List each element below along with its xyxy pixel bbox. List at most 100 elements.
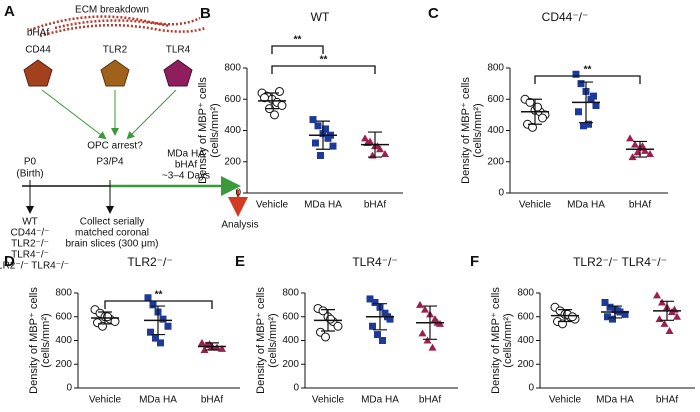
data-point	[609, 315, 616, 323]
error-bar	[373, 303, 387, 331]
y-tick-label: 200	[282, 359, 299, 370]
chart-panel: F TLR2⁻/⁻ TLR4⁻/⁻ Density of MBP⁺ cells (ce…	[470, 253, 695, 406]
error-bar	[321, 309, 335, 332]
significance-label: **	[584, 65, 592, 76]
panel-a: A ECM breakdown bHAf CD44 TLR2 TLR4 OPC …	[0, 3, 259, 272]
panel-letter: D	[4, 253, 15, 270]
y-tick-label: 0	[498, 188, 504, 199]
data-point	[366, 295, 374, 303]
receptor-label: CD44	[25, 45, 51, 56]
data-point	[655, 315, 664, 323]
duration: ~3–4 Days	[162, 171, 210, 182]
data-point	[428, 343, 437, 351]
treatment: bHAf	[175, 160, 197, 171]
error-bar	[579, 81, 593, 124]
data-point	[277, 101, 287, 110]
data-point	[157, 339, 164, 347]
x-tick-label: bHAf	[629, 200, 651, 211]
ecm-fragments	[29, 15, 206, 38]
arrow	[41, 89, 107, 140]
y-tick-label: 0	[528, 383, 534, 394]
chart-panel: B WT Density of MBP⁺ cells (cells/mm²) 0 200 4…	[197, 5, 403, 211]
treatment: MDa HA	[167, 149, 205, 160]
y-axis-label: Density of MBP⁺ cells	[460, 77, 472, 184]
y-tick-label: 200	[224, 156, 241, 167]
error-bar	[660, 300, 674, 321]
y-tick-label: 400	[282, 335, 299, 346]
genotype: WT	[22, 217, 38, 228]
chart-title: TLR4⁻/⁻	[352, 255, 397, 269]
genotype: TLR2⁻/⁻	[11, 239, 49, 250]
y-tick-label: 200	[55, 359, 72, 370]
panel-letter: A	[4, 3, 15, 20]
panel-letter: E	[235, 253, 245, 270]
y-tick-label: 600	[517, 311, 534, 322]
data-point	[525, 97, 535, 107]
data-point	[604, 313, 611, 321]
x-tick-label: MDa HA	[139, 395, 177, 406]
error-bar	[558, 309, 572, 323]
data-point	[198, 338, 206, 346]
y-tick-label: 800	[224, 63, 241, 74]
genotype: CD44⁻/⁻	[11, 228, 50, 239]
x-tick-label: Vehicle	[549, 395, 582, 406]
y-axis-label: (cells/mm²)	[502, 313, 514, 367]
data-point	[381, 149, 389, 157]
data-point	[329, 142, 337, 150]
significance-bracket	[271, 65, 376, 74]
y-tick-label: 600	[282, 311, 299, 322]
data-point	[322, 125, 329, 133]
data-point	[592, 102, 600, 109]
timepoint-note: (Birth)	[16, 169, 43, 180]
data-point	[371, 299, 379, 306]
y-tick-label: 800	[517, 288, 534, 299]
timepoint: P3/P4	[96, 157, 124, 168]
diagram-title: ECM breakdown	[75, 5, 149, 16]
chart-title: TLR2⁻/⁻	[127, 255, 172, 269]
data-point	[641, 146, 649, 154]
data-point	[260, 93, 269, 103]
data-point	[538, 113, 547, 123]
data-point	[333, 321, 343, 331]
outcome-label: OPC arrest?	[87, 141, 143, 152]
y-tick-label: 800	[282, 288, 299, 299]
end-label: Analysis	[221, 220, 258, 231]
data-point	[568, 312, 577, 322]
data-point	[621, 310, 629, 318]
significance-label: **	[155, 290, 163, 301]
error-bar	[633, 140, 647, 158]
y-tick-label: 200	[487, 156, 504, 167]
y-tick-label: 800	[487, 63, 504, 74]
panel-letter: C	[428, 5, 439, 22]
data-point	[658, 298, 666, 306]
error-bar	[423, 305, 437, 340]
significance-bracket	[104, 300, 213, 309]
timepoint: P0	[24, 157, 37, 168]
y-tick-label: 800	[55, 288, 72, 299]
data-point	[631, 140, 639, 148]
data-point	[321, 332, 330, 342]
x-tick-label: bHAf	[201, 395, 223, 406]
data-point	[577, 80, 585, 88]
data-point	[149, 301, 157, 309]
y-tick-label: 600	[487, 94, 504, 105]
data-point	[318, 306, 328, 316]
chart-title: CD44⁻/⁻	[542, 10, 589, 24]
y-tick-label: 0	[293, 383, 299, 394]
data-point	[575, 108, 582, 116]
data-point	[164, 322, 172, 330]
y-tick-label: 0	[235, 188, 241, 199]
data-point	[665, 327, 674, 334]
data-point	[572, 70, 580, 78]
y-tick-label: 400	[517, 335, 534, 346]
data-point	[418, 329, 427, 337]
panel-letter: B	[200, 5, 211, 22]
data-point	[381, 309, 389, 317]
x-tick-label: MDa HA	[567, 200, 605, 211]
data-point	[528, 122, 537, 132]
data-point	[423, 336, 432, 344]
data-point	[218, 344, 226, 352]
data-point	[314, 122, 322, 130]
chart-title: WT	[311, 10, 330, 24]
